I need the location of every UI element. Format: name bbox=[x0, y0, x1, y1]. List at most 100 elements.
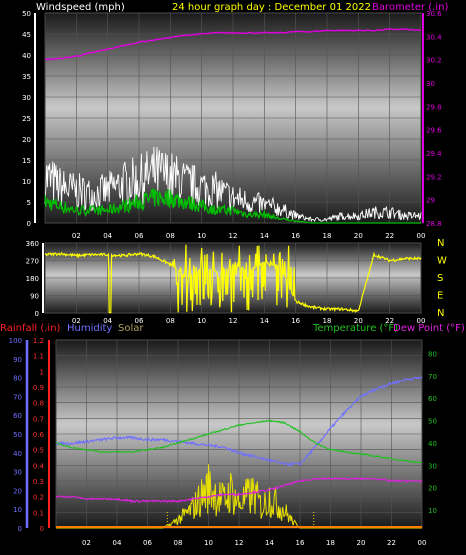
wind-direction-line bbox=[44, 244, 422, 314]
humidity-tick-60: 60 bbox=[13, 412, 22, 420]
humidity-tick-40: 40 bbox=[13, 450, 22, 458]
dir-tick-360: 360 bbox=[26, 240, 39, 248]
wind-tick-50: 50 bbox=[22, 10, 31, 18]
wind-average-line bbox=[44, 188, 421, 224]
dir-tick-270: 270 bbox=[26, 258, 39, 266]
climate-xtick-18: 18 bbox=[326, 539, 335, 547]
rain-tick-0.9: 0.9 bbox=[33, 384, 44, 392]
wind-xtick-16: 16 bbox=[291, 232, 300, 240]
dir-tick-0: 0 bbox=[35, 310, 39, 318]
wind-tick-10: 10 bbox=[22, 178, 31, 186]
wind-tick-20: 20 bbox=[22, 136, 31, 144]
compass-label-2: S bbox=[437, 273, 443, 284]
temp-tick-20: 20 bbox=[428, 485, 437, 493]
wind-tick-0: 0 bbox=[27, 220, 31, 228]
temperature-line bbox=[56, 419, 423, 464]
climate-xtick-12: 12 bbox=[235, 539, 244, 547]
wind-axis-title: Windspeed (mph) bbox=[36, 2, 125, 13]
dir-xtick-18: 18 bbox=[323, 317, 332, 325]
legend-temperature: Temperature (°F) bbox=[312, 323, 398, 334]
temp-tick-70: 70 bbox=[428, 373, 437, 381]
wind-gust-line bbox=[44, 146, 422, 223]
rain-tick-0.1: 0.1 bbox=[33, 509, 44, 517]
wind-xtick-00: 00 bbox=[417, 232, 426, 240]
wind-xtick-10: 10 bbox=[197, 232, 206, 240]
baro-tick-29.8: 29.8 bbox=[426, 103, 442, 111]
baro-tick-29.6: 29.6 bbox=[426, 127, 442, 135]
dir-xtick-04: 04 bbox=[103, 317, 112, 325]
humidity-tick-10: 10 bbox=[13, 506, 22, 514]
temp-tick-50: 50 bbox=[428, 418, 437, 426]
dir-xtick-12: 12 bbox=[229, 317, 238, 325]
temp-tick-60: 60 bbox=[428, 395, 437, 403]
wind-tick-30: 30 bbox=[22, 94, 31, 102]
baro-tick-29.2: 29.2 bbox=[426, 173, 442, 181]
dir-xtick-06: 06 bbox=[135, 317, 144, 325]
climate-xtick-10: 10 bbox=[204, 539, 213, 547]
climate-xtick-06: 06 bbox=[143, 539, 152, 547]
humidity-tick-50: 50 bbox=[13, 431, 22, 439]
temp-tick-10: 10 bbox=[428, 507, 437, 515]
legend-solar: Solar bbox=[118, 323, 144, 334]
wind-xtick-14: 14 bbox=[260, 232, 269, 240]
wind-tick-35: 35 bbox=[22, 73, 31, 81]
dir-xtick-00: 00 bbox=[417, 317, 426, 325]
wind-xtick-20: 20 bbox=[354, 232, 363, 240]
baro-tick-28.8: 28.8 bbox=[426, 220, 442, 228]
wind-xtick-02: 02 bbox=[72, 232, 81, 240]
dewpoint-line bbox=[55, 476, 423, 504]
barometer-axis-title: Barometer (.in) bbox=[372, 2, 448, 13]
humidity-tick-0: 0 bbox=[18, 525, 22, 533]
wind-barometer-plot: 0 5 10 15 20 25 30 35 40 45 50 28.8 29 29.2 29.4 29.6 29… bbox=[22, 10, 442, 240]
wind-tick-15: 15 bbox=[22, 157, 31, 165]
wind-xtick-06: 06 bbox=[135, 232, 144, 240]
humidity-line bbox=[55, 376, 423, 467]
rain-tick-0.2: 0.2 bbox=[33, 494, 44, 502]
panel3-legend: Rainfall (.in) Humidity Solar Temperatur… bbox=[0, 323, 465, 334]
humidity-tick-30: 30 bbox=[13, 469, 22, 477]
climate-xtick-14: 14 bbox=[265, 539, 274, 547]
baro-tick-30.4: 30.4 bbox=[426, 33, 442, 41]
dir-xtick-08: 08 bbox=[166, 317, 175, 325]
dir-xtick-16: 16 bbox=[291, 317, 300, 325]
baro-tick-30.2: 30.2 bbox=[426, 57, 442, 65]
dir-xtick-02: 02 bbox=[72, 317, 81, 325]
baro-tick-30: 30 bbox=[426, 80, 435, 88]
temp-tick-30: 30 bbox=[428, 462, 437, 470]
humidity-tick-70: 70 bbox=[13, 393, 22, 401]
legend-dewpoint: Dew Point (°F) bbox=[393, 323, 465, 334]
wind-xtick-22: 22 bbox=[385, 232, 394, 240]
wind-panel-grid bbox=[45, 12, 421, 224]
temp-tick-80: 80 bbox=[428, 350, 437, 358]
compass-label-1: W bbox=[437, 256, 447, 267]
dir-xtick-20: 20 bbox=[354, 317, 363, 325]
climate-xtick-04: 04 bbox=[113, 539, 122, 547]
humidity-tick-20: 20 bbox=[13, 487, 22, 495]
rain-tick-0.5: 0.5 bbox=[33, 447, 44, 455]
dir-tick-180: 180 bbox=[26, 275, 39, 283]
barometer-line bbox=[44, 28, 422, 61]
rain-tick-0.3: 0.3 bbox=[33, 478, 44, 486]
baro-tick-29: 29 bbox=[426, 197, 435, 205]
wind-xtick-08: 08 bbox=[166, 232, 175, 240]
rain-tick-1.2: 1.2 bbox=[33, 337, 44, 345]
wind-tick-40: 40 bbox=[22, 52, 31, 60]
climate-xtick-02: 02 bbox=[82, 539, 91, 547]
climate-xtick-08: 08 bbox=[174, 539, 183, 547]
legend-humidity: Humidity bbox=[67, 323, 112, 334]
rain-tick-0.6: 0.6 bbox=[33, 431, 45, 439]
rain-tick-1: 1 bbox=[40, 368, 44, 376]
compass-label-3: E bbox=[437, 291, 443, 302]
humidity-tick-100: 100 bbox=[9, 337, 22, 345]
dir-xtick-10: 10 bbox=[197, 317, 206, 325]
dir-xtick-14: 14 bbox=[260, 317, 269, 325]
legend-rainfall: Rainfall (.in) bbox=[0, 323, 61, 334]
humidity-tick-80: 80 bbox=[13, 375, 22, 383]
climate-xtick-20: 20 bbox=[357, 539, 366, 547]
wind-tick-45: 45 bbox=[22, 31, 31, 39]
humidity-tick-90: 90 bbox=[13, 356, 22, 364]
temp-tick-40: 40 bbox=[428, 440, 437, 448]
